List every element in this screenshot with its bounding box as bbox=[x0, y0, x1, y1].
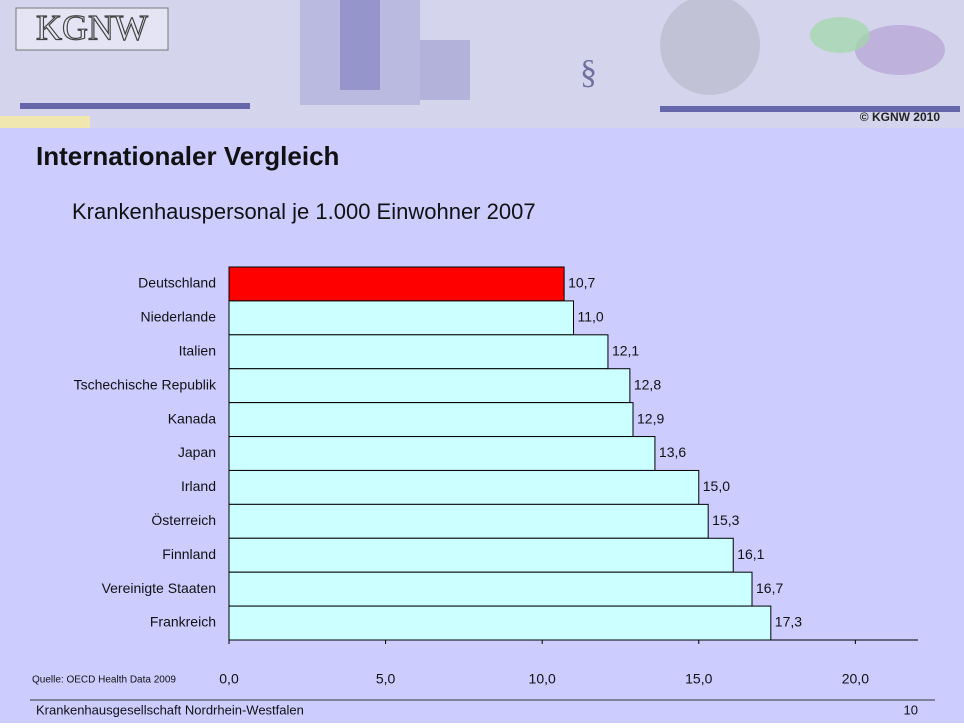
logo: KGNW bbox=[36, 7, 148, 47]
paragraph-sign: § bbox=[580, 54, 597, 91]
value-label: 12,8 bbox=[634, 376, 661, 392]
bar bbox=[228, 436, 656, 471]
x-tick-label: 0,0 bbox=[219, 671, 239, 687]
value-label: 16,1 bbox=[737, 546, 764, 562]
category-label: Deutschland bbox=[138, 275, 216, 291]
bar bbox=[228, 300, 574, 336]
plot: Deutschland 10,7 Niederlande 11,0 Italien 12,… bbox=[74, 266, 918, 687]
chart-subtitle: Krankenhauspersonal je 1.000 Einwohner 2… bbox=[72, 199, 536, 224]
bar bbox=[228, 503, 709, 539]
x-tick-label: 10,0 bbox=[529, 671, 556, 687]
logo-box bbox=[15, 7, 169, 51]
bar bbox=[228, 334, 609, 370]
category-label: Niederlande bbox=[141, 309, 217, 325]
value-label: 13,6 bbox=[659, 444, 686, 460]
value-label: 10,7 bbox=[568, 275, 595, 291]
value-label: 12,1 bbox=[612, 342, 639, 358]
value-label: 12,9 bbox=[637, 410, 664, 426]
source-note: Quelle: OECD Health Data 2009 bbox=[32, 675, 176, 686]
category-label: Irland bbox=[181, 478, 216, 494]
category-label: Finnland bbox=[162, 546, 216, 562]
x-tick-label: 15,0 bbox=[685, 671, 712, 687]
banner-art bbox=[340, 0, 380, 90]
banner-bar bbox=[0, 116, 90, 128]
x-tick-label: 20,0 bbox=[842, 671, 869, 687]
page-number: 10 bbox=[904, 702, 918, 717]
banner-bar bbox=[20, 103, 250, 109]
category-label: Italien bbox=[179, 342, 216, 358]
bar bbox=[228, 368, 631, 404]
value-label: 11,0 bbox=[578, 309, 604, 325]
bar bbox=[228, 571, 753, 607]
x-tick-label: 5,0 bbox=[376, 671, 396, 687]
banner-art bbox=[855, 25, 945, 75]
bar bbox=[228, 537, 734, 573]
value-label: 16,7 bbox=[756, 580, 783, 596]
bar bbox=[228, 402, 634, 438]
category-label: Tschechische Republik bbox=[74, 376, 217, 392]
category-label: Kanada bbox=[168, 410, 216, 426]
banner-bar bbox=[660, 106, 960, 112]
banner: § KGNW © KGNW 2010 bbox=[0, 0, 964, 128]
category-label: Frankreich bbox=[150, 614, 216, 630]
bar bbox=[228, 469, 700, 505]
value-label: 17,3 bbox=[775, 614, 802, 630]
value-label: 15,3 bbox=[712, 512, 739, 528]
value-label: 15,0 bbox=[703, 478, 730, 494]
banner-art bbox=[660, 0, 760, 95]
banner-art bbox=[420, 40, 470, 100]
category-label: Österreich bbox=[151, 511, 216, 528]
category-label: Vereinigte Staaten bbox=[102, 580, 216, 596]
category-label: Japan bbox=[178, 444, 216, 460]
banner-art bbox=[810, 17, 870, 53]
bar bbox=[228, 605, 772, 641]
footer-organization: Krankenhausgesellschaft Nordrhein-Westfa… bbox=[36, 702, 304, 717]
copyright: © KGNW 2010 bbox=[860, 110, 941, 124]
slide-title: Internationaler Vergleich bbox=[36, 141, 339, 171]
bar bbox=[228, 266, 565, 302]
